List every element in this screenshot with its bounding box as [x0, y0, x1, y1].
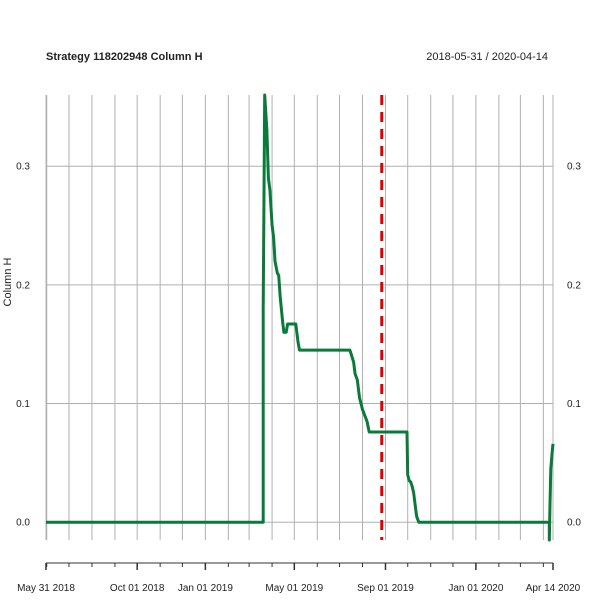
y-tick-label-left: 0.0 — [16, 518, 30, 529]
x-tick-label: May 31 2018 — [17, 583, 75, 594]
chart-title: Strategy 118202948 Column H — [46, 51, 203, 63]
x-tick-label: Sep 01 2019 — [357, 583, 414, 594]
y-tick-label-left: 0.3 — [16, 162, 30, 173]
y-tick-label-right: 0.0 — [567, 518, 581, 529]
y-axis: 0.0 0.0 0.1 0.1 0.2 0.2 0.3 0.3 — [16, 162, 581, 529]
x-tick-label: Apr 14 2020 — [526, 583, 581, 594]
series-group — [46, 93, 555, 542]
x-tick-label: May 01 2019 — [265, 583, 323, 594]
x-axis: May 31 2018 Oct 01 2018 Jan 01 2019 May 01 … — [17, 562, 581, 594]
y-tick-label-right: 0.3 — [567, 162, 581, 173]
series-line — [46, 93, 555, 542]
y-tick-label-left: 0.2 — [16, 280, 30, 291]
y-axis-label: Column H — [2, 257, 14, 306]
x-tick-label: Oct 01 2018 — [110, 583, 165, 594]
grid-lines — [45, 95, 554, 540]
y-tick-label-left: 0.1 — [16, 399, 30, 410]
y-tick-label-right: 0.2 — [567, 280, 581, 291]
date-range-label: 2018-05-31 / 2020-04-14 — [426, 51, 548, 63]
x-tick-label: Jan 01 2020 — [448, 583, 503, 594]
y-tick-label-right: 0.1 — [567, 399, 581, 410]
x-tick-label: Jan 01 2019 — [178, 583, 233, 594]
